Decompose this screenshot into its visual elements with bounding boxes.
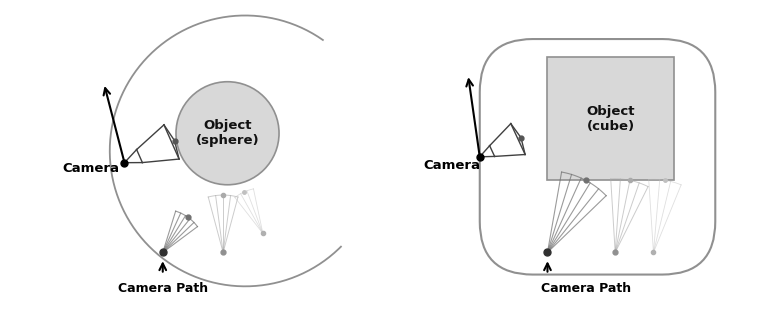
Text: Camera Path: Camera Path xyxy=(541,282,631,295)
Text: Camera: Camera xyxy=(424,159,480,172)
Text: Camera: Camera xyxy=(62,162,119,175)
Circle shape xyxy=(176,82,279,185)
Text: Object
(cube): Object (cube) xyxy=(587,105,635,132)
Text: Camera Path: Camera Path xyxy=(118,282,207,295)
Bar xyxy=(548,57,674,180)
Text: Object
(sphere): Object (sphere) xyxy=(196,119,259,147)
